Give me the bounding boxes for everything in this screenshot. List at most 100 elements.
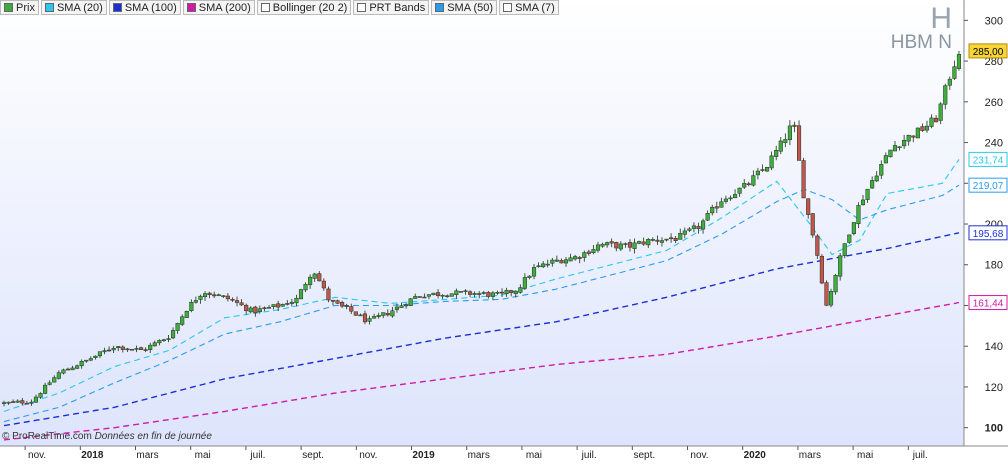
candle-up (719, 201, 724, 208)
candle-up (289, 301, 294, 304)
candle-up (408, 298, 413, 306)
candle-up (513, 290, 518, 295)
candle-up (774, 149, 779, 157)
legend-label: SMA (20) (56, 1, 103, 14)
candle-up (582, 252, 587, 258)
data-note: Données en fin de journée (94, 431, 212, 442)
indicator-legend: Prix SMA (20) SMA (100) SMA (200) Bollinger … (0, 0, 561, 15)
candle-up (765, 167, 770, 172)
candle-up (678, 233, 683, 240)
candle-up (175, 323, 180, 331)
y-tick-label: 240 (985, 138, 1003, 150)
legend-item[interactable]: SMA (100) (108, 0, 181, 15)
candle-up (691, 225, 696, 229)
candle-down (24, 402, 29, 405)
candle-down (321, 280, 326, 289)
legend-item[interactable]: SMA (50) (431, 0, 498, 15)
candle-down (340, 302, 345, 307)
candle-up (184, 310, 189, 318)
candle-down (139, 347, 144, 350)
candle-down (920, 126, 925, 131)
candle-down (559, 260, 564, 264)
candle-up (417, 296, 422, 298)
candle-up (358, 314, 363, 317)
x-tick-label: sept. (302, 450, 324, 461)
candle-up (312, 273, 317, 279)
candle-up (595, 244, 601, 251)
instrument-name: HBM N (890, 32, 952, 53)
candle-down (234, 300, 240, 303)
candle-up (171, 330, 176, 339)
candle-up (376, 315, 381, 317)
legend-label: Bollinger (20 2) (272, 1, 348, 14)
moving-averages (3, 159, 960, 441)
candle-up (413, 296, 418, 299)
candle-down (792, 124, 797, 127)
legend-item[interactable]: SMA (7) (499, 0, 559, 15)
candle-up (522, 277, 527, 289)
candle-down (20, 400, 25, 404)
candle-down (125, 348, 130, 351)
source-text: © ProRealTime.com (2, 431, 92, 442)
candle-up (504, 290, 509, 295)
candle-up (897, 146, 902, 148)
candle-up (6, 401, 11, 404)
candle-up (216, 294, 221, 297)
candle-down (445, 295, 450, 298)
candle-up (102, 350, 107, 353)
brand-symbol: H (930, 2, 952, 35)
candle-up (472, 293, 477, 295)
candle-down (225, 295, 230, 300)
candle-down (326, 288, 331, 301)
x-tick-label: mai (195, 450, 211, 461)
candle-up (637, 241, 642, 244)
candle-up (842, 243, 847, 256)
legend-item[interactable]: Prix (0, 0, 39, 15)
candle-up (650, 239, 655, 241)
candle-up (166, 338, 171, 340)
legend-swatch (435, 3, 445, 12)
candle-up (778, 140, 783, 152)
legend-item[interactable]: PRT Bands (353, 0, 430, 15)
candle-up (426, 294, 431, 297)
candle-down (911, 135, 916, 138)
legend-item[interactable]: SMA (20) (40, 0, 107, 15)
candle-up (248, 307, 253, 313)
candle-up (833, 275, 838, 293)
candle-down (486, 292, 491, 297)
candle-up (870, 180, 875, 189)
candle-down (824, 282, 829, 306)
candle-up (915, 127, 920, 139)
candle-down (385, 313, 390, 316)
legend-item[interactable]: Bollinger (20 2) (256, 0, 352, 15)
candle-down (344, 305, 349, 307)
candle-up (527, 275, 532, 278)
candle-up (33, 396, 39, 403)
legend-label: SMA (200) (198, 1, 251, 14)
candle-up (536, 265, 541, 268)
candle-down (810, 213, 815, 236)
candle-up (271, 304, 276, 308)
candle-down (212, 294, 217, 297)
candle-down (673, 238, 678, 241)
candle-up (15, 400, 20, 403)
plot-background (0, 0, 964, 446)
legend-swatch (186, 3, 196, 12)
candle-up (865, 188, 870, 200)
legend-label: SMA (7) (515, 1, 555, 14)
candle-up (769, 155, 774, 169)
legend-item[interactable]: SMA (200) (182, 0, 255, 15)
candle-up (257, 308, 262, 312)
candle-up (563, 259, 569, 264)
x-tick-label: 2020 (744, 450, 767, 461)
candle-up (454, 290, 459, 295)
candle-up (906, 134, 911, 142)
candle-up (545, 263, 550, 266)
candle-up (733, 194, 738, 199)
candle-down (509, 290, 514, 293)
candle-down (586, 251, 591, 254)
candle-down (107, 349, 112, 352)
candle-down (404, 304, 409, 307)
candle-up (29, 401, 34, 404)
